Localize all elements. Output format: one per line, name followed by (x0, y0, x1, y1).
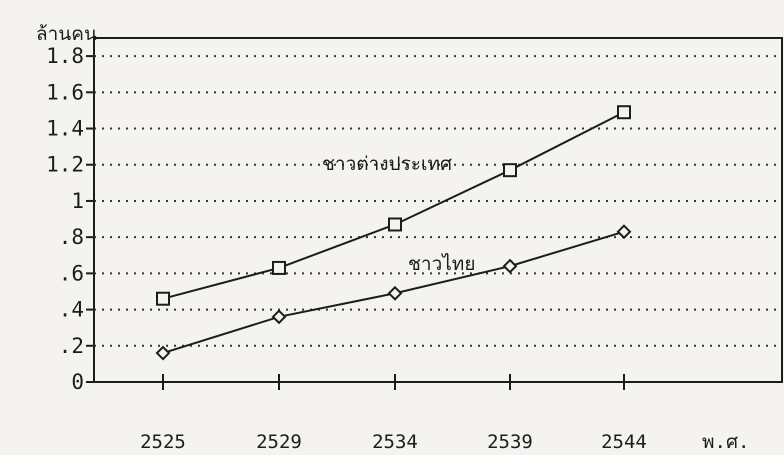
y-tick-label: .6 (59, 261, 84, 285)
data-point-diamond (387, 285, 403, 301)
series-line-foreign (162, 111, 625, 300)
data-point-diamond (502, 258, 518, 274)
y-tick-label: 1.6 (46, 80, 84, 104)
y-tick-label: 1.8 (46, 44, 84, 68)
x-tick-label: 2534 (372, 431, 418, 453)
y-tick-label: 1.4 (46, 117, 84, 141)
y-tick-label: .4 (59, 298, 84, 322)
y-tick-label: .2 (59, 334, 84, 358)
data-point-square (272, 260, 286, 275)
x-tick-label: 2539 (487, 431, 533, 453)
data-point-diamond (616, 224, 632, 240)
series-label-thai: ชาวไทย (408, 253, 475, 275)
y-tick-label: 1 (71, 189, 84, 213)
data-point-diamond (271, 309, 287, 325)
y-axis-label: ล้านคน (36, 23, 97, 45)
data-point-diamond (155, 345, 171, 361)
data-point-square (388, 217, 402, 232)
y-axis-ticks: 0 .2 .4 .6 .8 1 1.2 1.4 1.6 1.8 (46, 44, 94, 394)
x-tick-label: 2529 (256, 431, 302, 453)
data-point-square (156, 291, 170, 306)
data-point-square (617, 105, 631, 120)
data-point-square (503, 163, 517, 178)
y-tick-label: 1.2 (46, 153, 84, 177)
y-tick-label: .8 (59, 225, 84, 249)
x-axis-label: พ.ศ. (702, 431, 749, 453)
y-tick-label: 0 (71, 370, 84, 394)
gridlines (94, 55, 782, 347)
x-tick-label: 2525 (140, 431, 186, 453)
x-axis-ticks: 2525 2529 2534 2539 2544 (140, 374, 647, 453)
x-tick-label: 2544 (601, 431, 647, 453)
series-layer (155, 105, 632, 361)
series-label-foreign: ชาวต่างประเทศ (322, 153, 452, 175)
plot-frame (93, 37, 783, 383)
